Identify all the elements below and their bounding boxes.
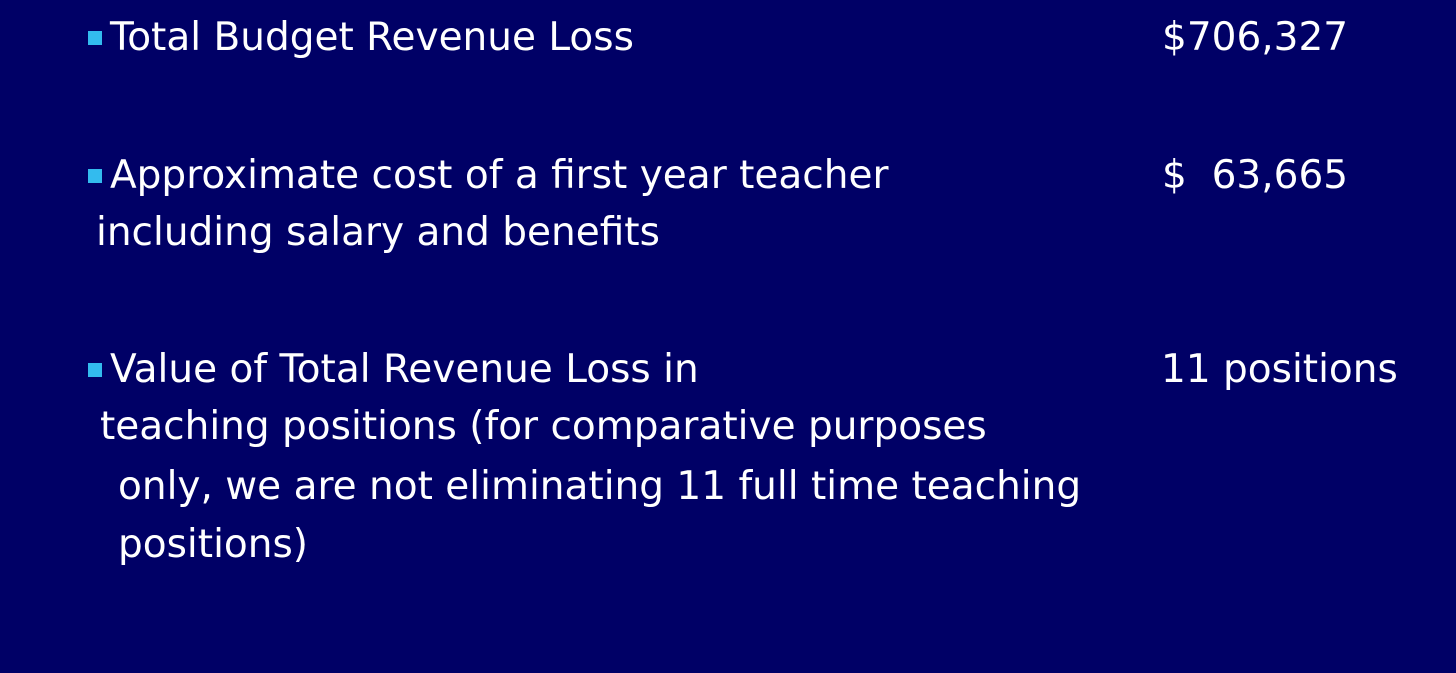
item-value: 11 positions (1161, 347, 1398, 392)
item-text: only, we are not eliminating 11 full tim… (118, 464, 1082, 509)
item-text: Total Budget Revenue Loss (110, 15, 634, 60)
item-value: $ 63,665 (1162, 153, 1349, 198)
bullet (88, 169, 102, 183)
item-text: including salary and benefits (96, 210, 660, 255)
item-text: Value of Total Revenue Loss in (110, 347, 699, 392)
item-value: $706,327 (1162, 15, 1349, 60)
item-text: positions) (118, 522, 309, 567)
bullet (88, 363, 102, 377)
item-text: Approximate cost of a first year teacher (110, 153, 889, 198)
bullet (88, 31, 102, 45)
item-text: teaching positions (for comparative purp… (100, 404, 987, 449)
